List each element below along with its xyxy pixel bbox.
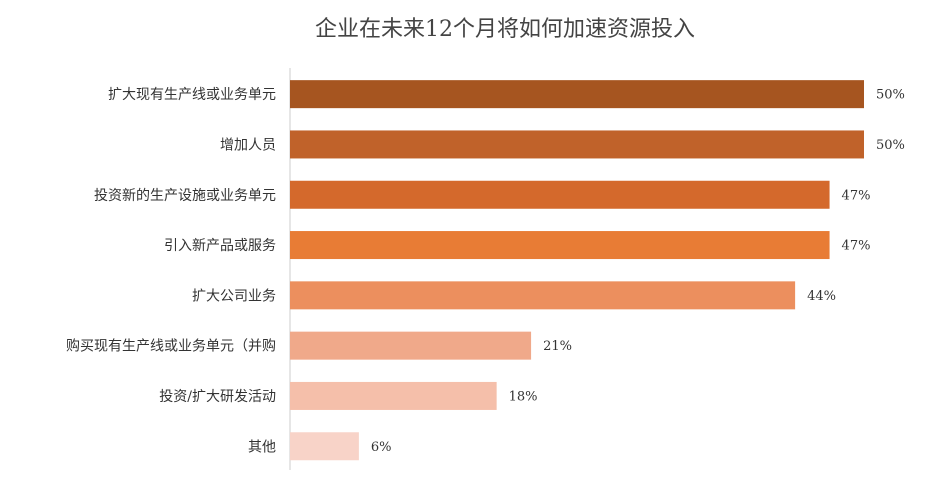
value-label: 50% [876,88,905,103]
value-label: 18% [509,389,538,404]
bar [290,432,359,461]
value-label: 6% [371,440,392,455]
chart-title: 企业在未来12个月将如何加速资源投入 [315,17,695,42]
value-label: 44% [807,289,836,304]
value-label: 21% [543,339,572,354]
category-label: 投资/扩大研发活动 [159,389,276,405]
value-label: 50% [876,138,905,153]
value-label: 47% [842,239,871,254]
category-label: 扩大现有生产线或业务单元 [108,87,276,103]
bar [290,231,830,260]
category-label: 购买现有生产线或业务单元（并购 [66,339,276,355]
bar [290,130,864,159]
bar [290,281,796,310]
value-label: 47% [842,188,871,203]
bar [290,381,497,410]
category-label: 增加人员 [220,137,276,153]
bar [290,80,864,109]
category-label: 引入新产品或服务 [164,238,276,254]
category-label: 其他 [248,439,276,455]
category-label: 投资新的生产设施或业务单元 [94,188,276,204]
bar [290,331,532,360]
bar [290,180,830,209]
category-label: 扩大公司业务 [192,288,276,304]
